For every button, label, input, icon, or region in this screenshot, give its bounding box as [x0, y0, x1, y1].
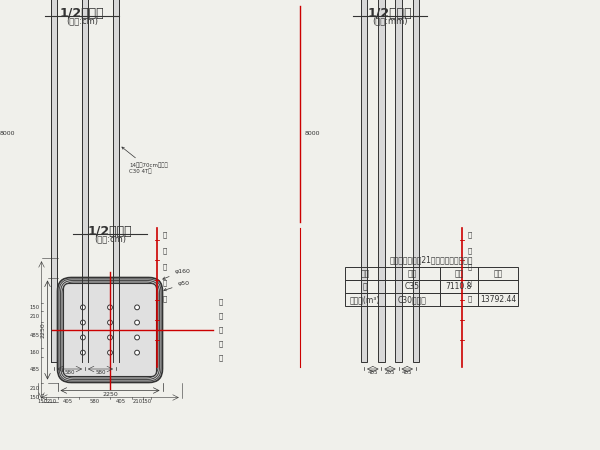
Text: 485: 485 [368, 370, 378, 375]
Text: 数量: 数量 [454, 269, 464, 278]
Text: 泻: 泻 [362, 282, 367, 291]
Text: 桥: 桥 [163, 232, 167, 238]
Text: 150: 150 [142, 399, 152, 404]
Text: 规格: 规格 [408, 269, 417, 278]
Circle shape [107, 350, 112, 355]
Bar [385, 280, 440, 293]
Text: 7110.8: 7110.8 [446, 282, 472, 291]
Bar [345, 267, 385, 280]
Text: 棁: 棁 [163, 248, 167, 254]
Text: 线: 线 [468, 296, 472, 302]
Text: 210: 210 [30, 314, 40, 319]
Text: 心: 心 [163, 280, 167, 286]
Text: 桥: 桥 [468, 232, 472, 238]
Text: 1/2侧面图: 1/2侧面图 [368, 7, 412, 20]
Text: 1/2平面图: 1/2平面图 [88, 225, 133, 238]
Text: C35: C35 [405, 282, 420, 291]
Text: 桥: 桥 [218, 299, 223, 305]
Circle shape [80, 335, 85, 340]
Text: 485: 485 [30, 333, 40, 338]
Text: 405: 405 [63, 399, 73, 404]
Circle shape [134, 305, 139, 310]
Text: 棁: 棁 [468, 248, 472, 254]
Text: 210: 210 [47, 399, 57, 404]
Text: 580: 580 [89, 399, 100, 404]
Text: 13792.44: 13792.44 [480, 295, 516, 304]
Text: (单位:cm): (单位:cm) [94, 234, 126, 243]
Text: 线: 线 [218, 355, 223, 361]
Text: (单位:mm): (单位:mm) [372, 16, 408, 25]
Text: 1/2立面图: 1/2立面图 [59, 7, 104, 20]
Bar [440, 293, 478, 306]
Text: 单位: 单位 [493, 269, 503, 278]
Bar [345, 280, 385, 293]
Bar [385, 293, 440, 306]
Text: 2250: 2250 [41, 322, 46, 338]
FancyBboxPatch shape [64, 284, 157, 377]
Text: 160: 160 [30, 350, 40, 355]
Bar [345, 293, 385, 306]
FancyBboxPatch shape [58, 278, 163, 382]
Text: 心: 心 [218, 341, 223, 347]
Bar [478, 293, 518, 306]
Text: 210: 210 [30, 386, 40, 391]
Bar [385, 267, 440, 280]
Text: C30混凝土: C30混凝土 [0, 449, 1, 450]
Text: 150: 150 [30, 395, 40, 400]
Circle shape [80, 305, 85, 310]
Bar [413, 0, 419, 362]
Circle shape [134, 350, 139, 355]
Text: 150: 150 [30, 305, 40, 310]
Text: 九江公路大桥第21号主墓施工工程量表: 九江公路大桥第21号主墓施工工程量表 [390, 255, 473, 264]
Circle shape [80, 320, 85, 325]
Bar [113, 0, 119, 362]
Circle shape [134, 320, 139, 325]
Text: 中: 中 [218, 327, 223, 333]
Text: 心: 心 [468, 280, 472, 286]
Text: 2250: 2250 [102, 392, 118, 397]
Text: 485: 485 [402, 370, 412, 375]
Circle shape [80, 350, 85, 355]
Text: 205: 205 [385, 370, 395, 375]
Text: 150: 150 [37, 399, 47, 404]
Text: 中: 中 [468, 264, 472, 270]
Text: 项目: 项目 [361, 269, 370, 278]
Text: φ50: φ50 [164, 282, 190, 291]
Bar [478, 280, 518, 293]
Text: 580: 580 [95, 370, 106, 375]
Text: φ160: φ160 [163, 269, 190, 279]
Bar [51, 0, 57, 362]
Bar [440, 267, 478, 280]
Bar [82, 0, 88, 362]
Text: 混凝土(m³): 混凝土(m³) [350, 295, 380, 304]
Circle shape [107, 320, 112, 325]
Circle shape [107, 335, 112, 340]
Circle shape [107, 305, 112, 310]
Text: 8000: 8000 [305, 131, 320, 136]
Bar [361, 0, 367, 362]
Text: 14根〆70cm桐利桃
C30 4T形: 14根〆70cm桐利桃 C30 4T形 [122, 147, 168, 175]
Text: 8000: 8000 [0, 131, 15, 136]
Bar [395, 0, 402, 362]
Text: C30水下決: C30水下決 [398, 295, 427, 304]
Text: 210: 210 [132, 399, 142, 404]
Circle shape [134, 335, 139, 340]
Bar [440, 280, 478, 293]
Text: 中: 中 [163, 264, 167, 270]
Text: (单位:cm): (单位:cm) [66, 16, 98, 25]
Text: 棁: 棁 [218, 313, 223, 320]
Text: 线: 线 [163, 296, 167, 302]
Bar [378, 0, 385, 362]
Text: 580: 580 [64, 370, 75, 375]
Text: 405: 405 [116, 399, 126, 404]
Bar [478, 267, 518, 280]
Text: 485: 485 [30, 367, 40, 372]
